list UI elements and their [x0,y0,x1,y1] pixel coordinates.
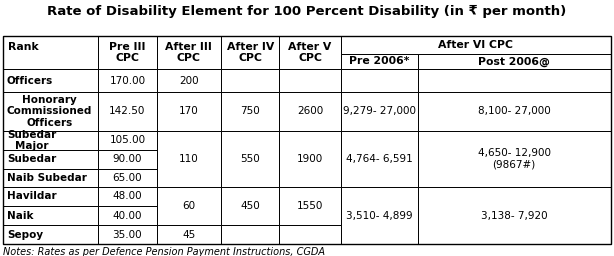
Bar [3,131,98,150]
Bar [98,131,157,150]
Bar [418,187,611,244]
Text: 2600: 2600 [297,106,323,116]
Text: 90.00: 90.00 [112,154,142,164]
Text: 45: 45 [182,230,195,240]
Bar [221,187,279,225]
Text: 1900: 1900 [297,154,323,164]
Bar [157,36,221,69]
Text: Pre 2006*: Pre 2006* [349,56,410,67]
Text: 48.00: 48.00 [112,191,142,201]
Bar [341,69,418,92]
Text: 8,100- 27,000: 8,100- 27,000 [478,106,551,116]
Text: 4,650- 12,900
(9867#): 4,650- 12,900 (9867#) [478,148,551,169]
Text: 9,279- 27,000: 9,279- 27,000 [343,106,416,116]
Text: 3,138- 7,920: 3,138- 7,920 [481,211,548,221]
Bar [98,69,157,92]
Bar [98,225,157,244]
Text: 750: 750 [240,106,260,116]
Bar [221,225,279,244]
Text: After VI CPC: After VI CPC [438,40,513,50]
Bar [157,92,221,131]
Bar [341,36,611,54]
Bar [3,92,98,131]
Text: After V
CPC: After V CPC [289,42,332,63]
Bar [221,36,279,69]
Bar [418,92,611,131]
Bar [3,169,98,187]
Text: Naib Subedar: Naib Subedar [7,173,87,183]
Bar [341,54,418,69]
Text: 65.00: 65.00 [112,173,142,183]
Text: Subedar: Subedar [7,154,56,164]
Bar [157,187,221,225]
Text: Rank: Rank [8,42,39,52]
Bar [98,36,157,69]
Text: 105.00: 105.00 [109,135,146,145]
Bar [3,187,98,206]
Text: Subedar
Major: Subedar Major [7,130,56,151]
Bar [3,150,98,169]
Text: Havildar: Havildar [7,191,56,201]
Bar [418,54,611,69]
Text: 3,510- 4,899: 3,510- 4,899 [346,211,413,221]
Bar [157,225,221,244]
Text: 35.00: 35.00 [112,230,142,240]
Bar [3,225,98,244]
Bar [98,206,157,225]
Text: Naik: Naik [7,211,33,221]
Text: 142.50: 142.50 [109,106,146,116]
Text: Post 2006@: Post 2006@ [478,56,550,67]
Bar [98,169,157,187]
Bar [279,187,341,225]
Text: 4,764- 6,591: 4,764- 6,591 [346,154,413,164]
Bar [279,131,341,187]
Text: 60: 60 [182,201,195,211]
Bar [221,131,279,187]
Text: Pre III
CPC: Pre III CPC [109,42,146,63]
Bar [279,92,341,131]
Bar [157,69,221,92]
Text: 550: 550 [240,154,260,164]
Text: 110: 110 [179,154,199,164]
Text: Rate of Disability Element for 100 Percent Disability (in ₹ per month): Rate of Disability Element for 100 Perce… [47,5,567,18]
Bar [98,92,157,131]
Bar [279,225,341,244]
Bar [221,69,279,92]
Bar [341,92,418,131]
Bar [341,187,418,244]
Bar [3,36,611,244]
Bar [98,187,157,206]
Bar [98,150,157,169]
Text: Notes: Rates as per Defence Pension Payment Instructions, CGDA: Notes: Rates as per Defence Pension Paym… [3,247,325,256]
Bar [3,36,98,69]
Text: Officers: Officers [7,76,53,86]
Text: Honorary
Commissioned
Officers: Honorary Commissioned Officers [7,95,92,127]
Bar [157,131,221,187]
Text: 450: 450 [240,201,260,211]
Bar [3,69,98,92]
Text: 170: 170 [179,106,199,116]
Text: 1550: 1550 [297,201,323,211]
Bar [221,92,279,131]
Text: 40.00: 40.00 [112,211,142,221]
Bar [3,206,98,225]
Text: Sepoy: Sepoy [7,230,43,240]
Text: 170.00: 170.00 [109,76,146,86]
Text: After III
CPC: After III CPC [165,42,212,63]
Bar [279,69,341,92]
Text: After IV
CPC: After IV CPC [227,42,274,63]
Bar [279,36,341,69]
Bar [418,131,611,187]
Text: 200: 200 [179,76,198,86]
Bar [341,131,418,187]
Bar [418,69,611,92]
